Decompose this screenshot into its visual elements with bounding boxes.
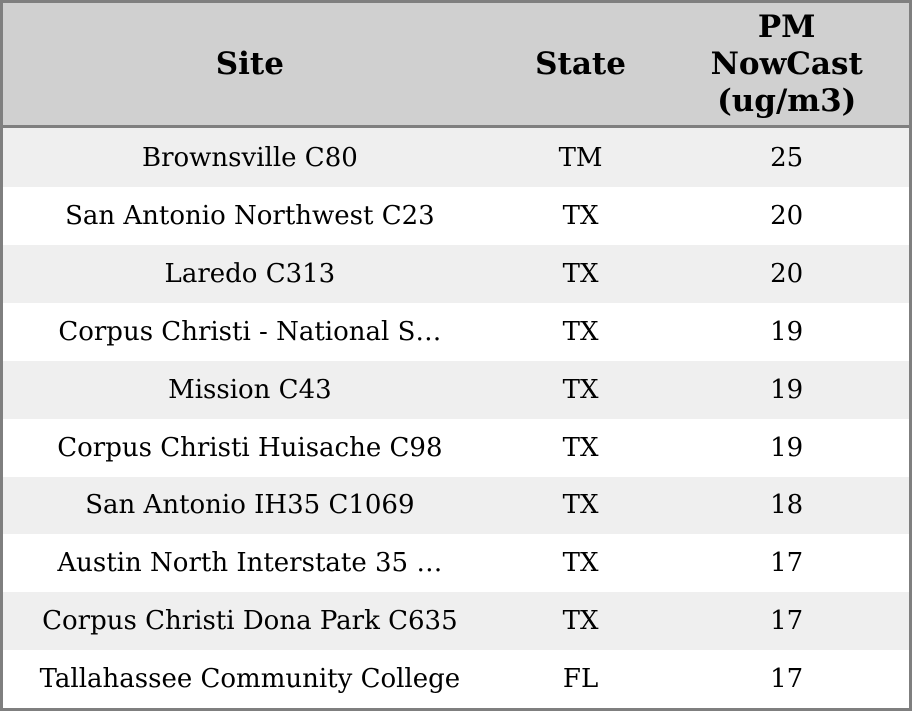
value-cell: 19 — [770, 374, 804, 405]
table-row: Laredo C313 TX 20 — [3, 245, 909, 303]
table-row: Corpus Christi - National S… TX 19 — [3, 302, 909, 361]
site-cell: Corpus Christi Huisache C98 — [57, 432, 443, 463]
table-row: Brownsville C80 TM 25 — [3, 126, 909, 188]
state-cell: FL — [562, 664, 599, 695]
state-cell: TX — [562, 201, 599, 232]
column-header-pm-nowcast: PM NowCast (ug/m3) — [664, 3, 909, 128]
state-cell: TX — [562, 316, 599, 347]
site-cell: Corpus Christi - National S… — [58, 316, 442, 347]
site-cell: Mission C43 — [168, 374, 332, 405]
state-cell: TX — [562, 259, 599, 290]
site-cell: Brownsville C80 — [141, 142, 358, 173]
value-cell: 20 — [770, 259, 804, 290]
state-cell: TX — [562, 490, 599, 521]
state-cell: TX — [562, 548, 599, 579]
site-cell: Laredo C313 — [164, 259, 336, 290]
state-cell: TX — [562, 606, 599, 637]
pm-nowcast-table: Site State PM NowCast (ug/m3) Brownsvill… — [3, 3, 909, 708]
value-cell: 19 — [770, 316, 804, 347]
table-row: Austin North Interstate 35 … TX 17 — [3, 534, 909, 593]
value-cell: 17 — [770, 664, 804, 695]
value-cell: 25 — [770, 142, 804, 173]
table-row: San Antonio IH35 C1069 TX 18 — [3, 476, 909, 535]
table-row: Corpus Christi Dona Park C635 TX 17 — [3, 592, 909, 651]
site-cell: San Antonio Northwest C23 — [65, 201, 435, 232]
state-cell: TM — [558, 142, 603, 173]
table-row: San Antonio Northwest C23 TX 20 — [3, 187, 909, 246]
table-row: Tallahassee Community College FL 17 — [3, 650, 909, 708]
value-cell: 19 — [770, 432, 804, 463]
header-row: Site State PM NowCast (ug/m3) — [3, 3, 909, 128]
value-cell: 18 — [770, 490, 804, 521]
table-row: Corpus Christi Huisache C98 TX 19 — [3, 418, 909, 477]
state-cell: TX — [562, 432, 599, 463]
table-row: Mission C43 TX 19 — [3, 360, 909, 419]
column-header-site: Site — [3, 3, 497, 128]
value-cell: 17 — [770, 548, 804, 579]
value-cell: 20 — [770, 201, 804, 232]
column-header-state: State — [496, 3, 665, 128]
site-cell: San Antonio IH35 C1069 — [85, 490, 415, 521]
site-cell: Austin North Interstate 35 … — [57, 548, 443, 579]
value-cell: 17 — [770, 606, 804, 637]
state-cell: TX — [562, 374, 599, 405]
site-cell: Corpus Christi Dona Park C635 — [42, 606, 458, 637]
site-cell: Tallahassee Community College — [39, 664, 461, 695]
